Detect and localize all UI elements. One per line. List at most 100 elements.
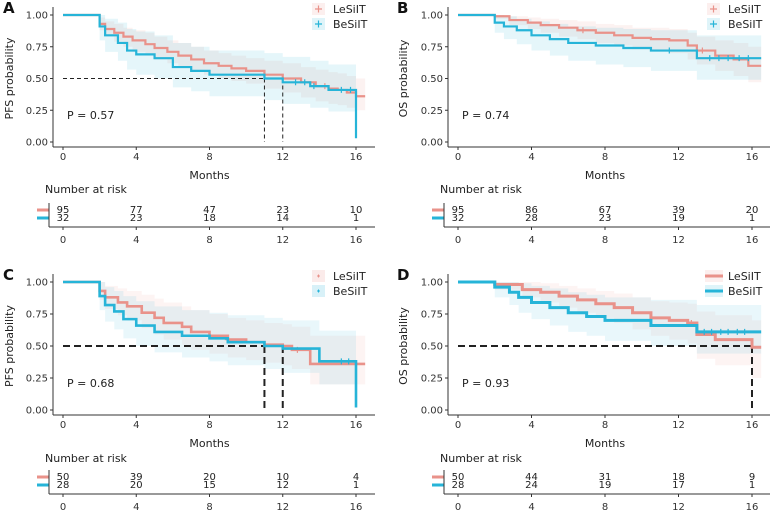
km-panel-a: A 0.00 0.25 0.50 0.75 1.00 0 4 8 12 16 Months PFS pr… [3, 0, 375, 246]
risk-count: 32 [452, 213, 465, 224]
censor-mark [717, 328, 724, 335]
risk-count: 4 [353, 472, 359, 483]
x-tick-label: 16 [350, 152, 363, 163]
y-tick-label: 0.00 [26, 138, 48, 149]
y-tick-label: 0.75 [421, 42, 443, 53]
risk-time-label: 8 [602, 235, 608, 246]
risk-count: 10 [350, 205, 363, 216]
risk-count: 23 [599, 213, 612, 224]
risk-count: 23 [276, 205, 289, 216]
p-value: P = 0.57 [67, 109, 114, 122]
risk-count: 28 [57, 480, 70, 491]
censor-mark [699, 47, 706, 54]
risk-time-label: 0 [455, 502, 461, 513]
censor-mark [310, 83, 317, 90]
km-curve-lesiit [458, 13, 762, 67]
risk-count: 86 [525, 205, 538, 216]
risk-count: 20 [746, 205, 759, 216]
legend-label: BeSiIT [333, 18, 368, 31]
y-axis-title: OS probability [397, 307, 410, 385]
risk-count: 15 [203, 480, 216, 491]
censor-mark [301, 79, 308, 86]
risk-count: 32 [57, 213, 70, 224]
risk-count: 9 [749, 472, 755, 483]
censor-mark [725, 55, 732, 62]
km-curve-lesiit [458, 280, 762, 349]
legend-marker [710, 5, 717, 13]
censor-mark [715, 55, 722, 62]
y-tick-label: 0.75 [421, 310, 443, 321]
censor-mark [338, 86, 345, 93]
y-tick-label: 0.25 [421, 374, 443, 385]
risk-count: 95 [452, 205, 465, 216]
risk-time-label: 0 [60, 502, 66, 513]
panel-label: A [3, 0, 15, 17]
risk-count: 24 [525, 480, 538, 491]
risk-count: 1 [353, 480, 359, 491]
risk-time-label: 4 [133, 502, 139, 513]
y-tick-label: 1.00 [26, 278, 48, 289]
risk-count: 19 [672, 213, 685, 224]
y-tick-label: 0.25 [26, 374, 48, 385]
y-tick-label: 1.00 [421, 278, 443, 289]
x-tick-label: 8 [206, 152, 212, 163]
y-tick-label: 0.50 [421, 74, 443, 85]
legend-label: LeSiIT [333, 3, 366, 16]
km-curve-besiit [63, 280, 358, 408]
risk-table-title: Number at risk [45, 183, 128, 196]
risk-time-label: 0 [455, 235, 461, 246]
risk-count: 10 [276, 472, 289, 483]
censor-mark [736, 55, 743, 62]
y-axis-title: PFS probability [3, 37, 16, 119]
risk-count: 1 [749, 213, 755, 224]
risk-time-label: 8 [602, 502, 608, 513]
risk-count: 12 [276, 480, 289, 491]
x-tick-label: 16 [746, 152, 759, 163]
p-value: P = 0.74 [462, 109, 509, 122]
x-tick-label: 8 [602, 152, 608, 163]
y-tick-label: 0.25 [26, 106, 48, 117]
censor-mark [706, 55, 713, 62]
x-tick-label: 12 [672, 420, 685, 431]
risk-count: 39 [130, 472, 143, 483]
risk-count: 44 [525, 472, 538, 483]
x-tick-label: 0 [455, 420, 461, 431]
risk-table-title: Number at risk [45, 452, 128, 465]
risk-time-label: 16 [350, 235, 363, 246]
x-axis-title: Months [189, 437, 229, 450]
km-curve-lesiit [63, 280, 366, 366]
risk-count: 28 [525, 213, 538, 224]
censor-mark [292, 79, 299, 86]
x-tick-label: 16 [746, 420, 759, 431]
risk-time-label: 12 [276, 235, 289, 246]
risk-time-label: 4 [528, 502, 534, 513]
panel-label: D [397, 266, 409, 284]
risk-count: 67 [599, 205, 612, 216]
y-tick-label: 0.75 [26, 310, 48, 321]
legend-label: LeSiIT [728, 3, 761, 16]
risk-count: 50 [452, 472, 465, 483]
legend-label: LeSiIT [333, 270, 366, 283]
x-tick-label: 0 [455, 152, 461, 163]
risk-time-label: 12 [276, 502, 289, 513]
x-tick-label: 8 [602, 420, 608, 431]
risk-time-label: 4 [133, 235, 139, 246]
y-tick-label: 1.00 [421, 11, 443, 22]
censor-mark [579, 27, 586, 34]
risk-time-label: 4 [528, 235, 534, 246]
censor-mark [725, 328, 732, 335]
risk-time-label: 16 [746, 502, 759, 513]
y-tick-label: 0.50 [26, 74, 48, 85]
km-curve-besiit [458, 280, 762, 334]
legend-label: BeSiIT [728, 18, 763, 31]
censor-mark [338, 358, 345, 365]
risk-time-label: 16 [350, 502, 363, 513]
x-tick-label: 4 [133, 152, 139, 163]
risk-count: 28 [452, 480, 465, 491]
legend-marker [315, 5, 322, 13]
risk-table-title: Number at risk [440, 183, 523, 196]
y-tick-label: 0.25 [421, 106, 443, 117]
risk-time-label: 16 [746, 235, 759, 246]
risk-time-label: 12 [672, 502, 685, 513]
legend-label: BeSiIT [333, 285, 368, 298]
